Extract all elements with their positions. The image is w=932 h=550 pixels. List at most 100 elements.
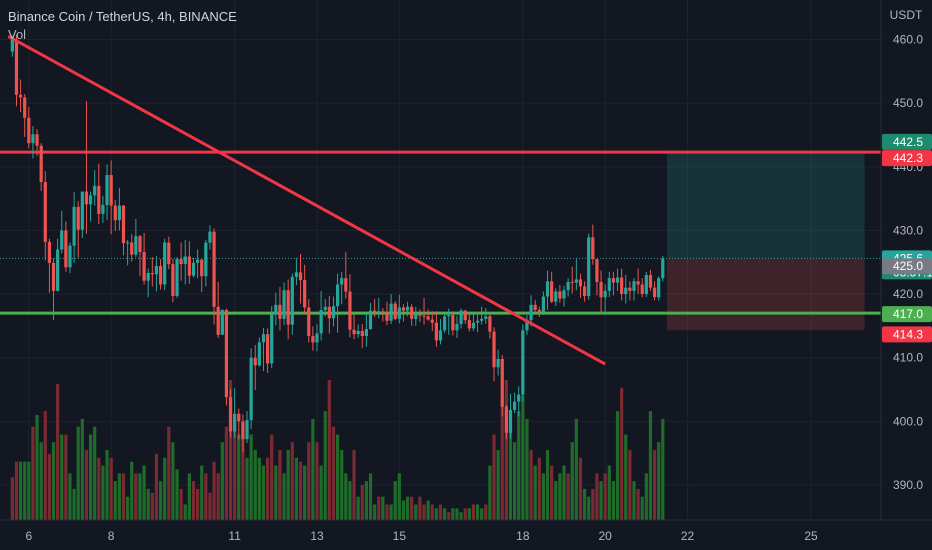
candle-body (113, 205, 117, 221)
candle-body (566, 281, 570, 291)
profit-zone (666, 150, 865, 259)
candle-body (64, 230, 68, 268)
candle-body (447, 315, 451, 317)
volume-bar (163, 457, 167, 520)
candle-body (84, 191, 89, 205)
volume-bar (282, 473, 286, 520)
candle-body (393, 303, 397, 319)
volume-bar (418, 496, 422, 520)
candle-body (562, 290, 566, 299)
x-tick-label: 15 (393, 529, 407, 543)
candle-body (319, 309, 323, 334)
volume-bar (405, 496, 410, 520)
candle-body (216, 306, 220, 335)
candle-body (294, 272, 299, 277)
candle-body (467, 320, 471, 329)
candle-body (405, 306, 410, 311)
volume-bar (443, 508, 447, 520)
candlesticks (10, 35, 665, 453)
candle-body (80, 191, 84, 230)
candle-body (150, 273, 154, 275)
candle-body (126, 242, 130, 244)
candle-body (249, 357, 253, 421)
candle-body (146, 273, 150, 281)
volume-bar (335, 434, 340, 520)
candle-body (307, 307, 311, 337)
volume-bar (566, 473, 570, 520)
volume-bar (529, 450, 533, 520)
volume-bar (562, 465, 566, 520)
candle-body (529, 304, 533, 321)
candle-body (298, 272, 303, 281)
volume-bar (368, 473, 373, 520)
volume-bar (101, 465, 105, 520)
volume-bar (47, 453, 52, 520)
candle-body (414, 314, 418, 319)
volume-bar (64, 434, 68, 520)
candle-body (208, 231, 212, 243)
volume-bar (228, 380, 233, 520)
volume-bar (471, 504, 476, 520)
candle-body (348, 291, 352, 330)
candle-body (68, 245, 72, 268)
volume-bar (595, 473, 599, 520)
candle-body (603, 290, 607, 298)
volume-bar (31, 426, 35, 520)
candle-body (158, 266, 163, 285)
volume-bar (615, 411, 620, 520)
candle-body (204, 242, 208, 277)
volume-bar (14, 461, 19, 520)
candle-body (303, 280, 307, 308)
candle-body (228, 397, 233, 432)
time-axis[interactable]: 6 8 11 13 15 18 20 22 25 (0, 519, 932, 543)
price-tag-support (882, 306, 932, 323)
candle-body (438, 330, 443, 341)
volume-bar (521, 395, 525, 520)
volume-bar (80, 418, 84, 520)
volume-bar (171, 442, 175, 520)
candle-body (607, 278, 611, 291)
long-position-box[interactable] (0, 150, 881, 331)
candle-body (245, 420, 249, 440)
candle-body (599, 281, 603, 298)
volume-bar (93, 426, 97, 520)
volume-bar (430, 504, 434, 520)
volume-bar (657, 442, 661, 520)
volume-bar (344, 473, 348, 520)
volume-bar (109, 457, 113, 520)
volume-bar (237, 434, 241, 520)
candle-body (286, 290, 290, 325)
candle-body (224, 309, 229, 398)
trend-line[interactable] (7, 34, 606, 366)
candle-body (175, 259, 179, 296)
price-tag-text: 414.3 (893, 327, 923, 341)
y-tick-label: 410.0 (893, 351, 923, 365)
volume-bar (517, 411, 521, 520)
volume-bar (23, 461, 27, 520)
volume-bar (648, 411, 653, 520)
horizontal-levels[interactable] (0, 150, 881, 315)
downtrend-line (7, 34, 606, 366)
volume-bar (191, 481, 196, 520)
volume-bar (253, 450, 257, 520)
candle-body (76, 206, 80, 230)
volume-bar (360, 485, 364, 520)
candle-body (368, 310, 373, 330)
candle-body (278, 304, 282, 319)
volume-bar (558, 473, 562, 520)
candle-body (187, 256, 191, 276)
volume-bar (644, 473, 648, 520)
candle-body (496, 358, 500, 368)
price-axis[interactable]: USDT460.0450.0440.0430.0420.0410.0400.03… (880, 0, 923, 520)
candle-body (51, 262, 56, 291)
volume-bar (142, 465, 146, 520)
candle-body (574, 279, 578, 283)
volume-bar (270, 434, 274, 520)
candle-body (554, 291, 558, 302)
candle-body (488, 316, 492, 332)
volume-bar (570, 442, 574, 520)
volume-bar (154, 453, 159, 520)
candle-body (525, 320, 529, 331)
volume-bar (632, 481, 636, 520)
